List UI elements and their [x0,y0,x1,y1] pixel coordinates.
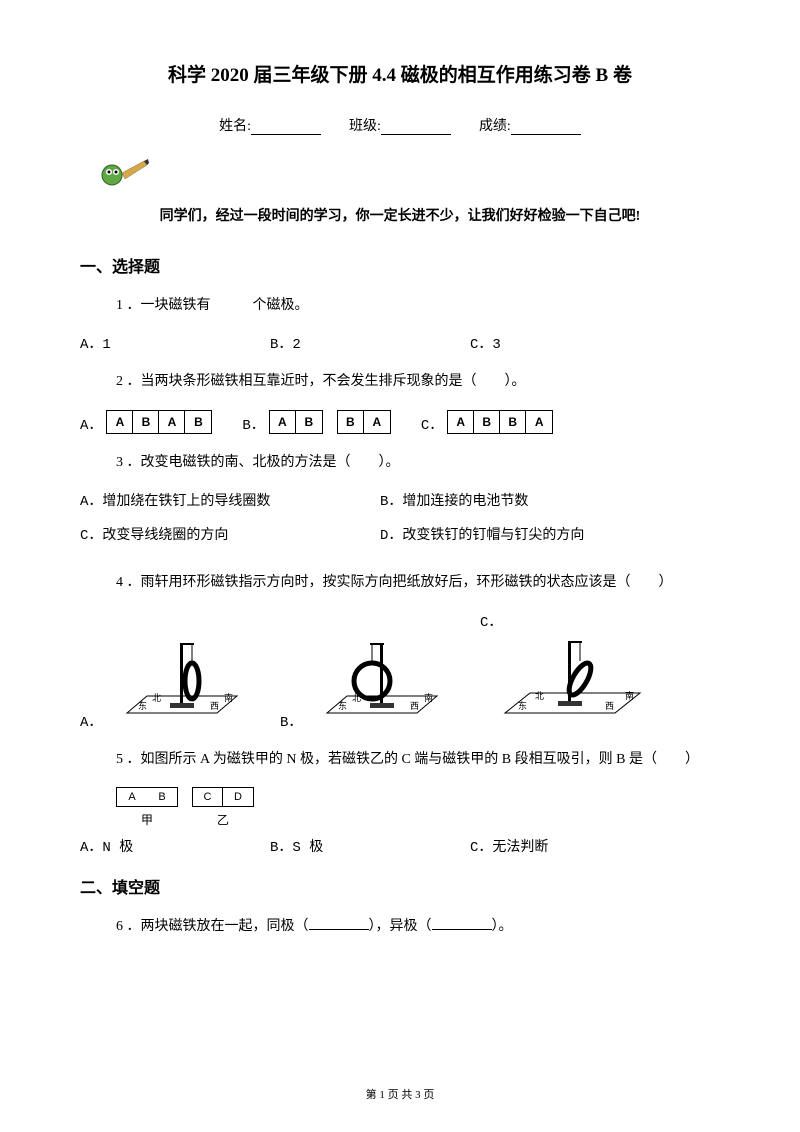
magnet-cell: B [474,411,500,433]
q4-opt-b-label: B． [280,711,302,731]
q6-text: 6 ．两块磁铁放在一起，同极（ ），异极（ ）。 [80,916,720,938]
q6-text-pre: 6 ．两块磁铁放在一起，同极（ [116,919,309,934]
q6-text-end: ）。 [492,919,513,934]
intro-text: 同学们，经过一段时间的学习，你一定长进不少，让我们好好检验一下自己吧! [80,205,720,225]
magnet-cell: D [223,788,253,806]
q2-opt-b-label: B． [242,414,264,434]
student-info-line: 姓名: 班级: 成绩: [80,115,720,135]
magnet-cell: A [526,411,552,433]
magnet-cell: B [500,411,526,433]
magnet-cell: A [448,411,474,433]
magnet-bar-icon: A B [269,410,323,434]
q3-opt-c[interactable]: C．改变导线绕圈的方向 [80,524,380,544]
q5-options: A．N 极 B．S 极 C．无法判断 [80,836,720,856]
svg-text:北: 北 [535,691,544,702]
magnet-bar-icon: A B B A [447,410,553,434]
magnet-cell: B [147,788,177,806]
magnet-cell: A [270,411,296,433]
name-blank[interactable] [251,119,321,135]
q6-text-mid: ），异极（ [369,919,432,934]
q2-opt-b[interactable]: B． A B B A [242,410,390,434]
svg-text:西: 西 [210,701,219,712]
ring-magnet-stand-icon: 东西 北南 [102,631,252,731]
q4-opt-a[interactable]: A． 东 西 北 南 [80,631,280,731]
magnet-cell: A [107,411,133,433]
q2-opt-c[interactable]: C． A B B A [421,410,553,434]
q5-opt-a[interactable]: A．N 极 [80,836,270,856]
page-footer: 第 1 页 共 3 页 [0,1086,800,1102]
svg-text:南: 南 [424,692,433,704]
q5-figure: A B 甲 C D 乙 [80,787,720,828]
q2-opt-a-label: A． [80,414,102,434]
q3-opt-a[interactable]: A．增加绕在铁钉上的导线圈数 [80,490,380,510]
magnet-bar-icon: A B A B [106,410,212,434]
q3-opt-b[interactable]: B．增加连接的电池节数 [380,490,680,510]
q4-opt-c-label: C． [480,611,502,631]
q6-blank-2[interactable] [432,929,492,930]
svg-text:东: 东 [138,700,147,712]
class-label: 班级: [349,119,381,134]
q1-options: A．1 B．2 C．3 [80,333,720,353]
svg-text:南: 南 [625,690,634,702]
q5-opt-c[interactable]: C．无法判断 [470,836,650,856]
q5-text: 5 ．如图所示 A 为磁铁甲的 N 极，若磁铁乙的 C 端与磁铁甲的 B 段相互… [80,749,720,771]
q3-opt-d[interactable]: D．改变铁钉的钉帽与钉尖的方向 [380,524,680,544]
q3-text: 3 ．改变电磁铁的南、北极的方法是（ ）。 [80,452,720,474]
q4-opt-c[interactable]: C． 东 西 北 南 [480,611,650,731]
ring-magnet-stand-icon: 东西 北南 [302,631,452,731]
magnet-yi-icon: C D [192,787,254,807]
q4-text: 4 ．雨轩用环形磁铁指示方向时，按实际方向把纸放好后，环形磁铁的状态应该是（ ） [80,572,720,594]
section-1-header: 一、选择题 [80,253,720,277]
svg-text:东: 东 [338,700,347,712]
magnet-cell: A [117,788,147,806]
magnet-cell: B [185,411,211,433]
magnet-jia-icon: A B [116,787,178,807]
score-label: 成绩: [479,119,511,134]
score-blank[interactable] [511,119,581,135]
svg-text:东: 东 [518,700,527,712]
q5-opt-b[interactable]: B．S 极 [270,836,470,856]
magnet-yi-label: 乙 [217,811,229,828]
page-title: 科学 2020 届三年级下册 4.4 磁极的相互作用练习卷 B 卷 [80,60,720,87]
q1-opt-a[interactable]: A．1 [80,333,270,353]
svg-text:北: 北 [152,693,161,704]
q2-text: 2 ．当两块条形磁铁相互靠近时，不会发生排斥现象的是（ ）。 [80,371,720,393]
magnet-cell: A [364,411,390,433]
ring-magnet-stand-icon: 东西 北南 [480,631,650,731]
name-label: 姓名: [219,119,251,134]
q2-opt-a[interactable]: A． A B A B [80,410,212,434]
q1-opt-b[interactable]: B．2 [270,333,470,353]
q1-opt-c[interactable]: C．3 [470,333,650,353]
svg-text:南: 南 [224,692,233,704]
magnet-cell: B [133,411,159,433]
magnet-cell: B [296,411,322,433]
magnet-cell: A [159,411,185,433]
magnet-jia-label: 甲 [141,811,153,828]
magnet-bar-icon: B A [337,410,391,434]
q2-opt-c-label: C． [421,414,443,434]
q2-options: A． A B A B B． A B B A C． A B B A [80,410,720,434]
q3-options: A．增加绕在铁钉上的导线圈数 B．增加连接的电池节数 C．改变导线绕圈的方向 D… [80,490,720,558]
section-2-header: 二、填空题 [80,874,720,898]
q1-text: 1 ．一块磁铁有 个磁极。 [80,295,720,317]
pencil-icon [100,153,150,195]
magnet-cell: C [193,788,223,806]
svg-text:西: 西 [410,701,419,712]
q4-options: A． 东 西 北 南 B． 东 西 北 南 C． 东 西 北 南 [80,611,720,731]
class-blank[interactable] [381,119,451,135]
q6-blank-1[interactable] [309,929,369,930]
q4-opt-b[interactable]: B． 东西 北南 [280,631,480,731]
q4-opt-a-label: A． [80,711,102,731]
magnet-cell: B [338,411,364,433]
svg-text:西: 西 [605,701,614,712]
